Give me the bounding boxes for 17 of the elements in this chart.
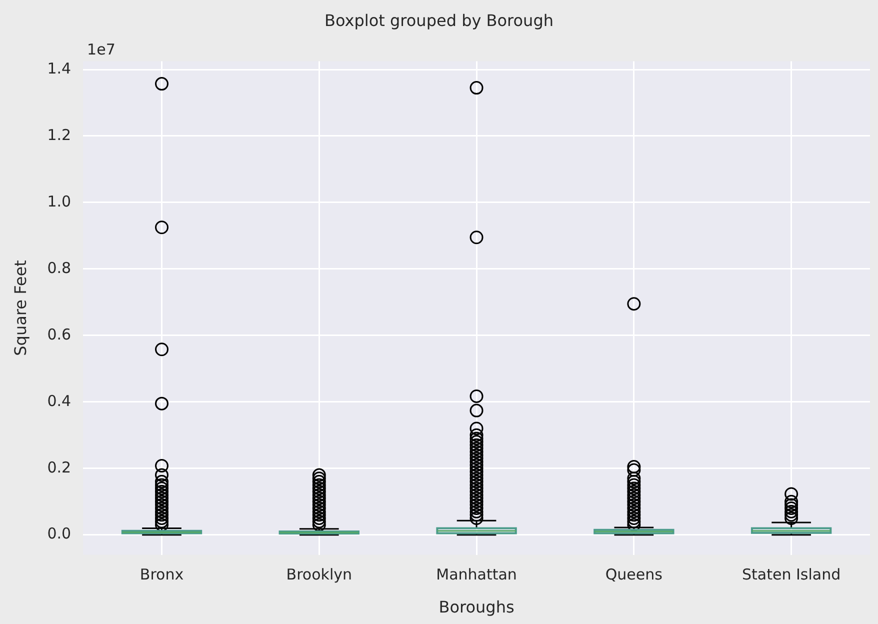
- y-tick-label: 1.4: [47, 59, 72, 78]
- y-tick-label: 0.4: [47, 392, 72, 410]
- y-axis-title: Square Feet: [10, 260, 30, 356]
- x-tick-label: Queens: [605, 566, 663, 584]
- x-tick-label: Manhattan: [436, 566, 517, 584]
- y-tick-label: 0.6: [47, 325, 72, 344]
- x-axis-title: Boroughs: [438, 598, 514, 617]
- y-tick-label: 1.0: [47, 192, 72, 210]
- y-tick-label: 1.2: [47, 126, 72, 144]
- text: 1e7: [87, 40, 116, 59]
- x-tick-label: Staten Island: [742, 566, 841, 584]
- x-tick-label: Bronx: [140, 566, 184, 584]
- y-tick-label: 0.2: [47, 458, 72, 476]
- y-tick-label: 0.0: [47, 524, 72, 543]
- y-tick-label: 0.8: [47, 258, 72, 277]
- chart-title: Boxplot grouped by Borough: [324, 10, 554, 30]
- x-tick-label: Brooklyn: [286, 566, 352, 584]
